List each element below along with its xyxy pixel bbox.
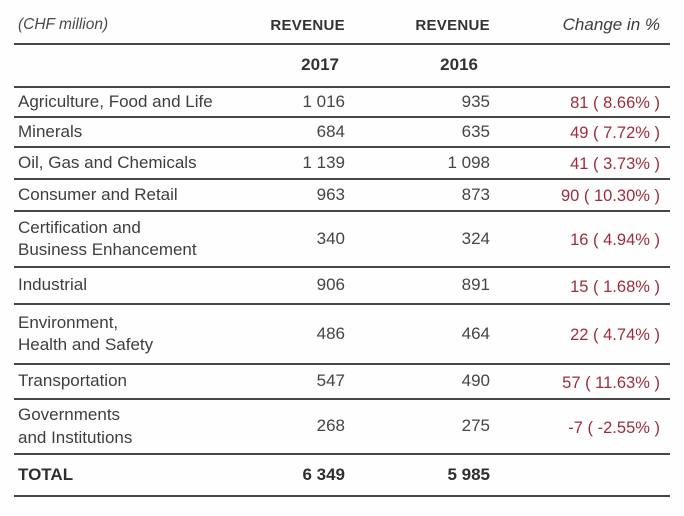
revenue-2016-value: 464	[461, 323, 490, 343]
revenue-by-segment-table: (CHF million) REVENUE REVENUE Change in …	[14, 8, 670, 497]
table-row-environment: Environment, Health and Safety 486 464 2…	[14, 305, 670, 365]
segment-label: Agriculture, Food and Life	[18, 91, 213, 111]
revenue-2017-value: 906	[316, 275, 345, 295]
table-row-agriculture: Agriculture, Food and Life 1 016 935 81 …	[14, 88, 670, 118]
revenue-2017-value: 486	[316, 323, 345, 343]
revenue-2016-value: 935	[461, 91, 490, 111]
change-value: 16 ( 4.94% )	[570, 231, 660, 250]
col-header-revenue-2017: REVENUE	[270, 16, 345, 34]
segment-label: Environment, Health and Safety	[18, 312, 154, 354]
revenue-2017-value: 268	[316, 416, 345, 436]
segment-label: Oil, Gas and Chemicals	[18, 152, 197, 172]
change-value: 15 ( 1.68% )	[570, 277, 660, 296]
change-value: 49 ( 7.72% )	[570, 124, 660, 143]
revenue-2017-value: 340	[316, 228, 345, 248]
table-row-minerals: Minerals 684 635 49 ( 7.72% )	[14, 118, 670, 148]
change-value: 90 ( 10.30% )	[560, 187, 660, 206]
table-year-row: 2017 2016	[14, 45, 670, 88]
revenue-2016-value: 635	[461, 121, 490, 141]
table-total-row: TOTAL 6 349 5 985	[14, 455, 670, 497]
col-header-revenue-2016: REVENUE	[415, 16, 490, 34]
segment-label: Governments and Institutions	[18, 405, 133, 447]
revenue-2017-value: 1 139	[302, 152, 345, 172]
table-row-transportation: Transportation 547 490 57 ( 11.63% )	[14, 365, 670, 400]
total-revenue-2016-value: 5 985	[447, 464, 490, 484]
revenue-2017-value: 1 016	[302, 91, 345, 111]
revenue-2016-value: 275	[461, 416, 490, 436]
year-2016-label: 2016	[440, 55, 478, 75]
revenue-2016-value: 891	[461, 275, 490, 295]
revenue-2016-value: 873	[461, 184, 490, 204]
change-value: -7 ( -2.55% )	[568, 418, 660, 437]
revenue-2017-value: 547	[316, 371, 345, 391]
change-value: 57 ( 11.63% )	[562, 373, 660, 392]
table-row-governments: Governments and Institutions 268 275 -7 …	[14, 400, 670, 455]
unit-label: (CHF million)	[18, 16, 109, 34]
table-row-oil-gas-chemicals: Oil, Gas and Chemicals 1 139 1 098 41 ( …	[14, 148, 670, 180]
col-header-change: Change in %	[562, 15, 660, 35]
segment-label: Transportation	[18, 371, 127, 391]
segment-label: Industrial	[18, 275, 87, 295]
revenue-2016-value: 324	[461, 228, 490, 248]
table-row-consumer-retail: Consumer and Retail 963 873 90 ( 10.30% …	[14, 180, 670, 212]
table-header-row: (CHF million) REVENUE REVENUE Change in …	[14, 8, 670, 45]
change-value: 81 ( 8.66% )	[570, 94, 660, 113]
change-value: 41 ( 3.73% )	[570, 155, 660, 174]
total-revenue-2017-value: 6 349	[302, 464, 345, 484]
revenue-2016-value: 490	[461, 371, 490, 391]
total-label: TOTAL	[18, 464, 74, 484]
table-row-certification: Certification and Business Enhancement 3…	[14, 212, 670, 268]
segment-label: Certification and Business Enhancement	[18, 217, 197, 259]
segment-label: Minerals	[18, 121, 83, 141]
revenue-2017-value: 963	[316, 184, 345, 204]
revenue-2017-value: 684	[316, 121, 345, 141]
change-value: 22 ( 4.74% )	[570, 326, 660, 345]
year-2017-label: 2017	[301, 55, 339, 75]
segment-label: Consumer and Retail	[18, 184, 178, 204]
revenue-2016-value: 1 098	[447, 152, 490, 172]
table-row-industrial: Industrial 906 891 15 ( 1.68% )	[14, 268, 670, 305]
